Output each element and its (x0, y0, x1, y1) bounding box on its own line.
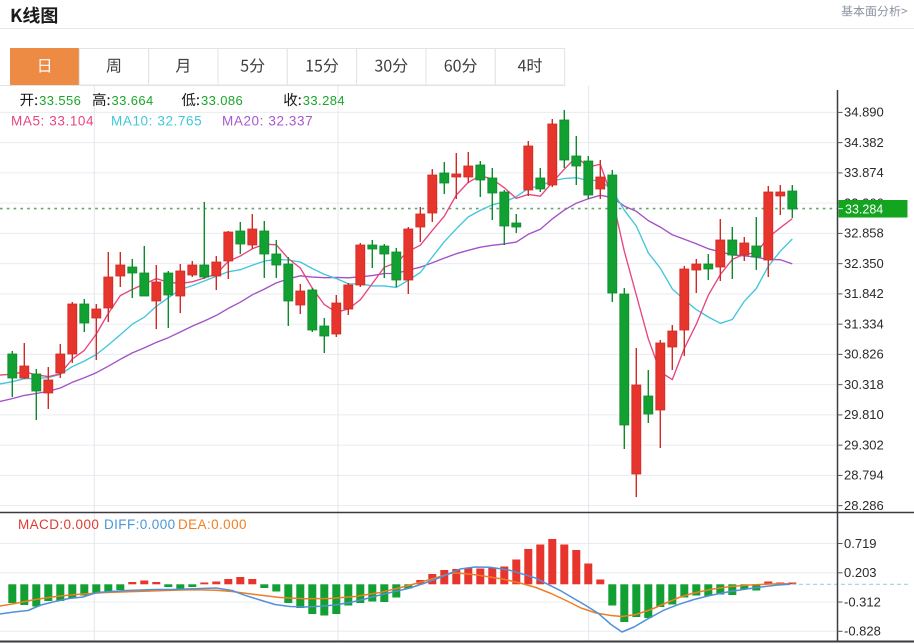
svg-text:29.810: 29.810 (844, 407, 884, 422)
svg-text:31.842: 31.842 (844, 286, 884, 301)
svg-text:MACD:0.000: MACD:0.000 (18, 517, 99, 532)
svg-text:31.334: 31.334 (844, 316, 884, 331)
svg-text:33.284: 33.284 (303, 93, 345, 108)
svg-text:33.556: 33.556 (39, 93, 81, 108)
svg-text:33.664: 33.664 (112, 93, 154, 108)
svg-text:28.794: 28.794 (844, 468, 884, 483)
svg-text:30.318: 30.318 (844, 377, 884, 392)
svg-text:29.302: 29.302 (844, 437, 884, 452)
svg-text:34.890: 34.890 (844, 105, 884, 120)
svg-text:32.350: 32.350 (844, 256, 884, 271)
svg-text:DIFF:0.000: DIFF:0.000 (104, 517, 176, 532)
svg-text:0.203: 0.203 (844, 565, 877, 580)
svg-text:MA10: 32.765: MA10: 32.765 (111, 114, 202, 129)
svg-text:32.858: 32.858 (844, 226, 884, 241)
svg-text:0.719: 0.719 (844, 536, 877, 551)
svg-text:-0.312: -0.312 (844, 594, 881, 609)
svg-text:33.086: 33.086 (201, 93, 243, 108)
svg-text:28.286: 28.286 (844, 498, 884, 513)
svg-text:30.826: 30.826 (844, 347, 884, 362)
svg-text:-0.828: -0.828 (844, 624, 881, 639)
svg-text:34.382: 34.382 (844, 135, 884, 150)
svg-text:DEA:0.000: DEA:0.000 (178, 517, 247, 532)
svg-text:MA20: 32.337: MA20: 32.337 (222, 114, 313, 129)
svg-text:33.874: 33.874 (844, 165, 884, 180)
svg-text:33.284: 33.284 (845, 203, 883, 217)
svg-text:MA5: 33.104: MA5: 33.104 (11, 114, 94, 129)
